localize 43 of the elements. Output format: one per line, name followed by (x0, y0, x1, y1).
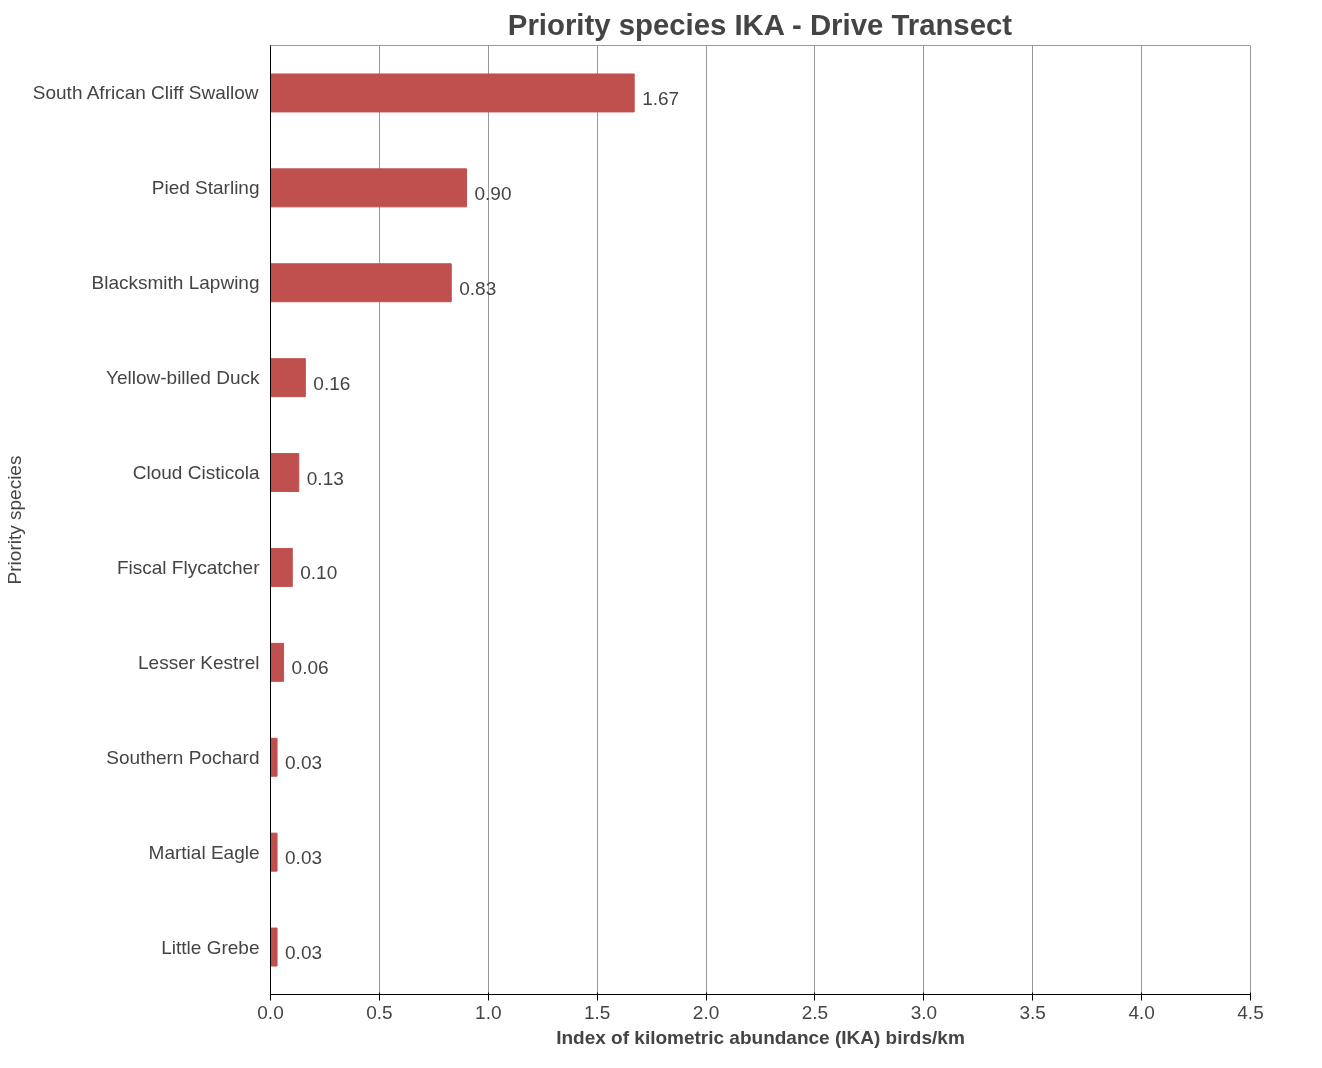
y-tick-label: Blacksmith Lapwing (91, 272, 260, 294)
y-tick-label: South African Cliff Swallow (32, 82, 259, 104)
x-axis-title: Index of kilometric abundance (IKA) birds/km (556, 1026, 965, 1048)
bar (270, 642, 285, 682)
y-tick-label: Pied Starling (151, 177, 260, 199)
bar (270, 832, 278, 872)
bar (270, 263, 452, 303)
x-tick-label: 3.0 (910, 1001, 938, 1023)
x-tick-label: 4.0 (1128, 1001, 1155, 1023)
data-label: 1.67 (642, 87, 680, 109)
x-tick-label: 4.5 (1237, 1001, 1264, 1023)
y-tick-label: Martial Eagle (148, 841, 260, 863)
x-tick-label: 1.0 (475, 1001, 502, 1023)
x-tick-label: 0.0 (257, 1001, 284, 1023)
data-label: 0.06 (291, 657, 329, 679)
bar (270, 737, 278, 777)
chart-title: Priority species IKA - Drive Transect (507, 7, 1013, 41)
bar (270, 358, 306, 398)
data-label: 0.16 (313, 372, 351, 394)
x-tick-label: 1.5 (583, 1001, 611, 1023)
bar (270, 927, 278, 967)
y-tick-label: Little Grebe (161, 936, 260, 958)
data-label: 0.03 (285, 942, 323, 964)
bar (270, 168, 467, 208)
y-tick-label: Yellow-billed Duck (106, 367, 260, 389)
x-tick-label: 3.5 (1019, 1001, 1046, 1023)
y-axis-title: Priority species (3, 455, 25, 585)
data-label: 0.03 (285, 752, 323, 774)
x-tick-label: 2.0 (692, 1001, 720, 1023)
x-tick-label: 0.5 (366, 1001, 393, 1023)
bar (270, 453, 300, 493)
y-tick-label: Southern Pochard (106, 746, 260, 768)
data-label: 0.03 (285, 847, 323, 869)
y-tick-label: Cloud Cisticola (132, 462, 260, 484)
data-label: 0.10 (300, 562, 338, 584)
bar (270, 547, 293, 587)
data-label: 0.83 (459, 277, 497, 299)
x-tick-label: 2.5 (801, 1001, 829, 1023)
data-label: 0.13 (306, 467, 344, 489)
data-label: 0.90 (474, 182, 512, 204)
bar (270, 73, 635, 113)
y-tick-label: Fiscal Flycatcher (116, 556, 261, 578)
y-tick-label: Lesser Kestrel (138, 651, 260, 673)
